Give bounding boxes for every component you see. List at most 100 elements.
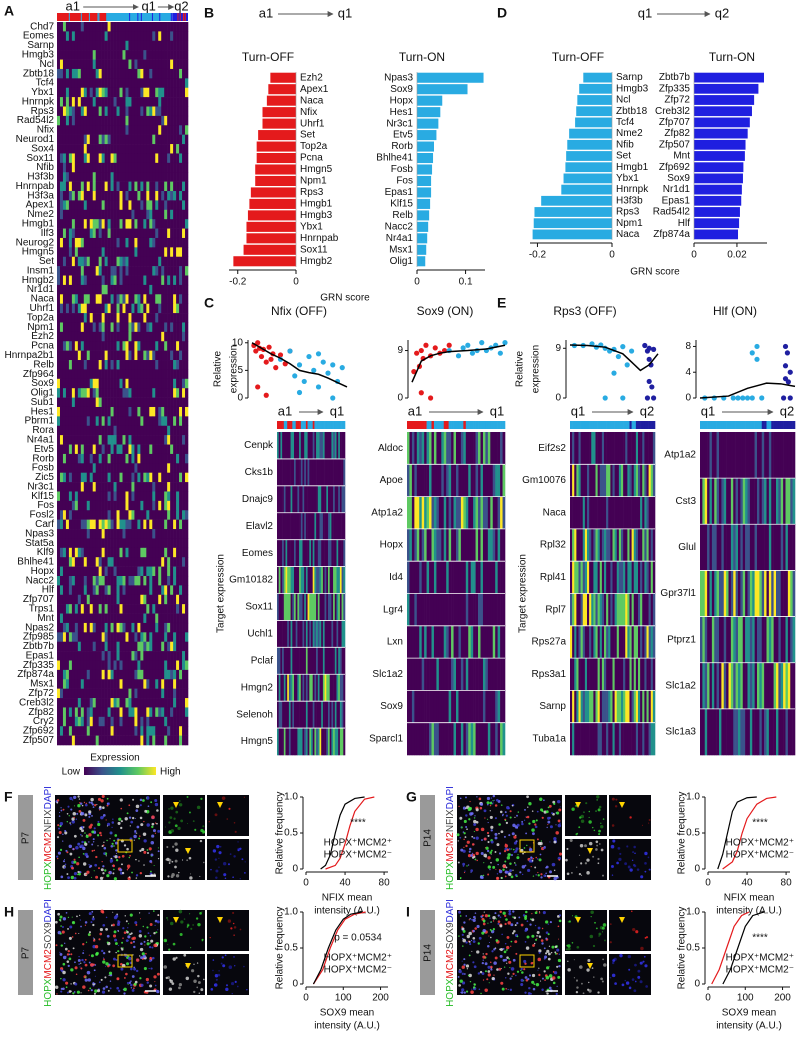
heatmap-cell — [297, 728, 300, 756]
heatmap-cell — [86, 360, 91, 370]
heatmap-cell — [465, 432, 469, 465]
heatmap-cell — [155, 726, 159, 736]
heatmap-cell — [80, 679, 85, 689]
heatmap-cell — [280, 647, 283, 675]
heatmap-cell — [333, 647, 336, 675]
heatmap-cell — [80, 162, 85, 173]
heatmap-cell — [155, 22, 159, 32]
heatmap-cell — [128, 406, 132, 417]
heatmap-cell — [495, 722, 498, 756]
heatmap-cell — [92, 632, 97, 643]
heatmap-cell — [290, 674, 293, 702]
heatmap-cell — [131, 632, 135, 643]
heatmap-cell — [107, 500, 111, 511]
heatmap-cell — [321, 566, 324, 594]
heatmap-cell — [62, 78, 67, 89]
heatmap-cell — [62, 181, 67, 192]
heatmap-cell — [113, 613, 117, 624]
heatmap-cell — [134, 200, 138, 211]
heatmap-cell — [140, 228, 144, 239]
heatmap-cell — [137, 453, 141, 464]
heatmap-cell — [143, 247, 147, 258]
heatmap-cell — [179, 303, 183, 314]
heatmap-cell — [113, 378, 117, 389]
heatmap-cell — [161, 632, 165, 643]
heatmap-cell — [182, 144, 186, 154]
heatmap-cell — [83, 660, 88, 671]
heatmap-cell — [149, 575, 153, 586]
heatmap-cell — [182, 491, 186, 502]
heatmap-cell — [83, 491, 88, 502]
heatmap-cell — [110, 566, 114, 577]
heatmap-cell — [152, 360, 156, 370]
heatmap-cell — [83, 557, 88, 567]
heatmap-cell — [71, 172, 76, 182]
target-label: Atp1a2 — [371, 507, 403, 518]
heatmap-cell — [146, 416, 150, 427]
heatmap-cell — [158, 641, 162, 652]
heatmap-cell — [146, 529, 150, 539]
heatmap-cell — [179, 435, 183, 445]
heatmap-cell — [140, 397, 144, 408]
heatmap-cell — [631, 496, 635, 530]
heatmap-cell — [176, 397, 180, 408]
heatmap-cell — [74, 651, 79, 661]
heatmap-cell — [125, 256, 129, 267]
heatmap-cell — [179, 106, 183, 117]
stage-label: q2 — [174, 0, 188, 13]
point — [646, 345, 652, 351]
heatmap-cell — [77, 191, 82, 201]
heatmap-cell — [125, 651, 129, 661]
heatmap-cell — [179, 87, 183, 98]
heatmap-cell — [158, 153, 162, 164]
heatmap-cell — [107, 444, 111, 455]
heatmap-cell — [300, 485, 303, 514]
heatmap-cell — [167, 463, 171, 474]
heatmap-cell — [334, 512, 337, 540]
heatmap-cell — [134, 604, 138, 614]
heatmap-cell — [77, 707, 82, 718]
heatmap-cell — [304, 620, 307, 648]
heatmap-cell — [65, 78, 70, 89]
heatmap-cell — [333, 701, 336, 729]
heatmap-cell — [92, 491, 97, 502]
heatmap-cell — [57, 641, 61, 652]
heatmap-cell — [137, 266, 141, 276]
heatmap-cell — [71, 322, 76, 333]
heatmap-cell — [62, 331, 67, 342]
heatmap-cell — [164, 425, 168, 436]
heatmap-cell — [324, 512, 327, 540]
heatmap-cell — [80, 406, 85, 417]
heatmap-cell — [71, 219, 76, 229]
heatmap-cell — [487, 722, 491, 756]
heatmap-cell — [89, 228, 94, 239]
heatmap-cell — [92, 613, 97, 624]
heatmap-cell — [456, 593, 459, 627]
heatmap-cell — [287, 620, 290, 648]
heatmap-cell — [161, 510, 165, 520]
heatmap-cell — [336, 674, 339, 702]
heatmap-cell — [92, 472, 97, 483]
heatmap-cell — [113, 256, 117, 267]
heatmap-cell — [86, 247, 91, 258]
heatmap-cell — [292, 701, 295, 729]
heatmap-cell — [101, 106, 105, 117]
heatmap-cell — [146, 50, 150, 60]
heatmap-cell — [104, 200, 108, 211]
heatmap-cell — [128, 463, 132, 474]
heatmap-cell — [125, 388, 129, 398]
heatmap-cell — [95, 698, 99, 708]
heatmap-cell — [119, 341, 123, 351]
heatmap-cell — [593, 528, 596, 562]
stage-strip — [453, 421, 457, 429]
heatmap-cell — [292, 593, 295, 621]
heatmap-cell — [131, 181, 135, 192]
heatmap-cell — [83, 369, 88, 380]
heatmap-cell — [113, 360, 117, 370]
heatmap-cell — [167, 59, 171, 70]
heatmap-cell — [285, 728, 288, 756]
heatmap-cell — [164, 256, 168, 267]
heatmap-cell — [176, 275, 180, 286]
bar — [417, 72, 484, 83]
heatmap-cell — [182, 604, 186, 614]
